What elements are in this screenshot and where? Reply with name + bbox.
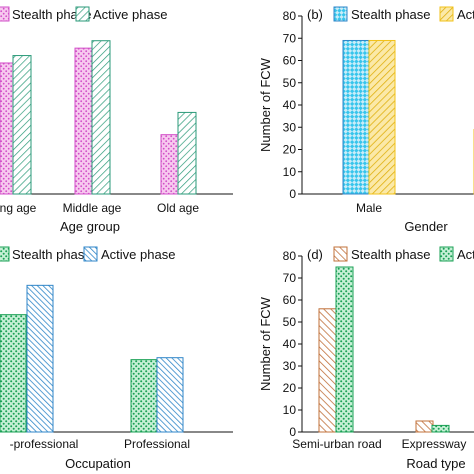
y-tick-label: 20 (283, 143, 297, 157)
chart-panel-3: -professional Professional Occupation Steal… (0, 246, 233, 471)
bar-active-phase-2 (431, 424, 450, 433)
legend-entry: Stealth phase (12, 247, 92, 262)
y-tick-label: 80 (283, 9, 297, 23)
bar-stealth-phase-1 (0, 314, 27, 433)
bar-stealth-phase-1 (318, 308, 337, 433)
x-category-label: -professional (10, 437, 79, 451)
legend-entry: Stealth phase (351, 7, 431, 22)
x-axis-label: Road type (406, 456, 465, 471)
y-tick-label: 60 (283, 293, 297, 307)
legend-swatch (0, 246, 10, 262)
legend-swatch (83, 246, 98, 262)
y-tick-label: 30 (283, 120, 297, 134)
x-category-label: Semi-urban road (292, 437, 381, 451)
y-axis-label: Number of FCW (258, 57, 273, 152)
legend-swatch (0, 6, 10, 22)
y-tick-label: 50 (283, 315, 297, 329)
y-tick-label: 20 (283, 381, 297, 395)
x-axis-label: Occupation (65, 456, 131, 471)
chart-panel-1: ng age Middle age Old age Age group Stealth … (0, 6, 233, 234)
bar-stealth-phase-1 (342, 39, 370, 195)
bar-active-phase-1 (335, 266, 354, 433)
y-tick-label: 10 (283, 165, 297, 179)
x-category-label: ng age (0, 201, 37, 215)
panel-label: (d) (307, 247, 323, 262)
bar-active-phase-2 (156, 357, 184, 433)
legend-swatch (75, 6, 90, 22)
legend-swatch (333, 6, 348, 22)
legend-entry: Active phase (457, 247, 474, 262)
bar-active-phase-3 (177, 111, 197, 195)
y-tick-label: 0 (289, 187, 296, 201)
bar-stealth-phase-2 (415, 420, 434, 433)
y-tick-label: 40 (283, 337, 297, 351)
y-tick-label: 50 (283, 76, 297, 90)
y-tick-label: 0 (289, 425, 296, 439)
y-tick-label: 30 (283, 359, 297, 373)
legend-entry: Active phase (457, 7, 474, 22)
panel-label: (b) (307, 7, 323, 22)
x-axis-label: Age group (60, 219, 120, 234)
bar-active-phase-1 (26, 284, 54, 433)
x-category-label: Male (356, 201, 382, 215)
bar-stealth-phase-2 (130, 359, 158, 433)
legend-entry: Active phase (93, 7, 167, 22)
bar-stealth-phase-2 (74, 47, 94, 195)
bar-active-phase-2 (91, 40, 111, 195)
x-axis-label: Gender (404, 219, 448, 234)
y-tick-label: 80 (283, 249, 297, 263)
bar-active-phase-1 (368, 39, 396, 195)
y-tick-label: 10 (283, 403, 297, 417)
x-category-label: Middle age (63, 201, 122, 215)
legend-swatch (333, 246, 348, 262)
chart-panel-4: 0 10 20 30 40 50 60 70 80 Semi-urban road Expressw… (258, 246, 474, 471)
x-category-label: Professional (124, 437, 190, 451)
y-tick-label: 70 (283, 31, 297, 45)
y-tick-label: 70 (283, 271, 297, 285)
bar-active-phase-1 (12, 55, 32, 195)
x-category-label: Expressway (402, 437, 467, 451)
legend-swatch (439, 246, 454, 262)
x-category-label: Old age (157, 201, 199, 215)
y-tick-label: 40 (283, 98, 297, 112)
legend-entry: Stealth phase (351, 247, 431, 262)
bar-stealth-phase-3 (160, 134, 180, 195)
legend-entry: Active phase (101, 247, 175, 262)
chart-panel-2: 0 10 20 30 40 50 60 70 80 Male Gender Number of FCW… (258, 6, 474, 234)
y-axis-label: Number of FCW (258, 296, 273, 391)
y-tick-label: 60 (283, 54, 297, 68)
legend-entry: Stealth phase (12, 7, 92, 22)
legend-swatch (439, 6, 454, 22)
